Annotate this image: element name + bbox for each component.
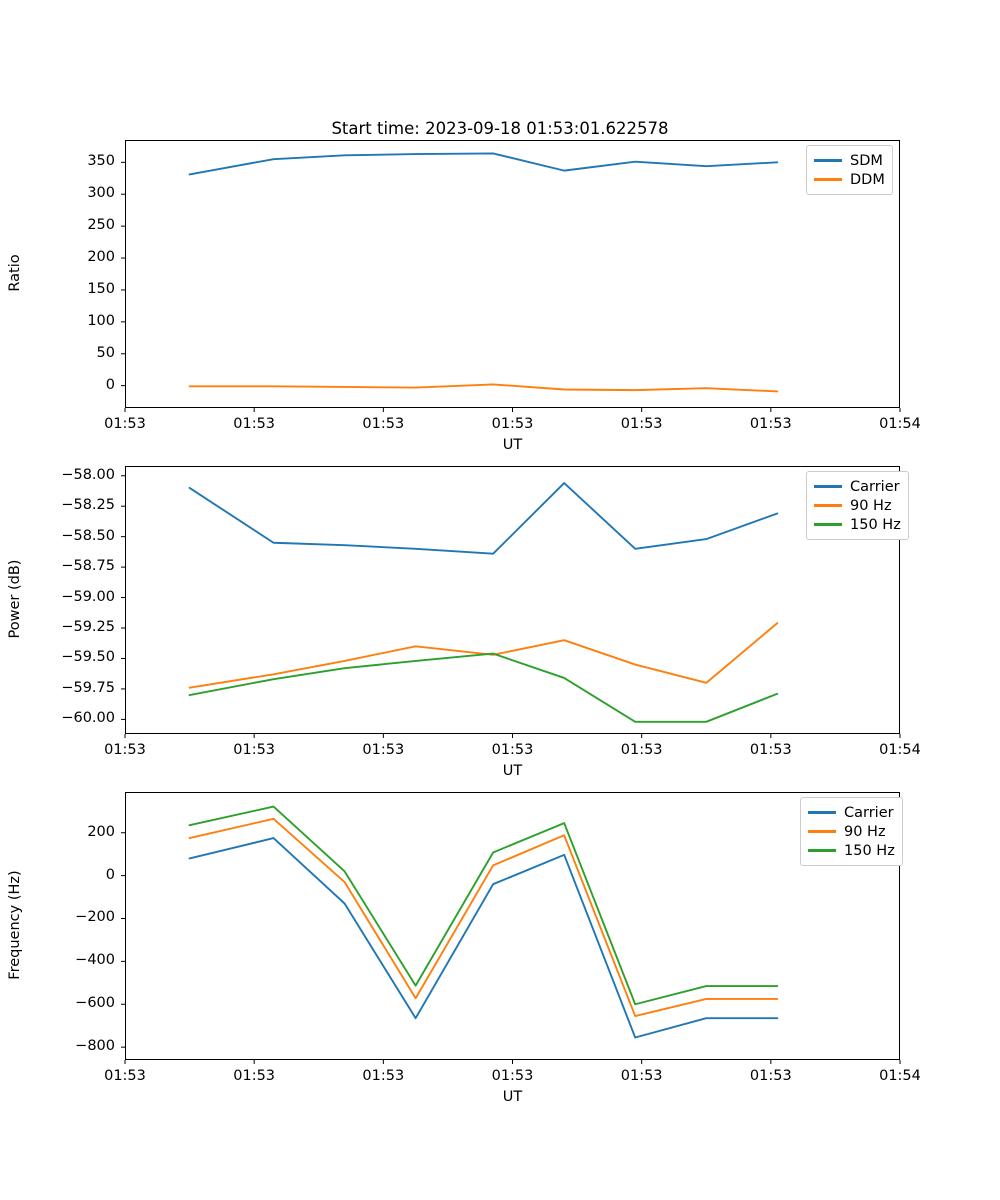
y-tick-label: 300	[87, 185, 115, 202]
y-tick-label: 200	[87, 823, 115, 840]
series-line-sdm	[188, 152, 779, 176]
legend-label-90hz: 90 Hz	[850, 497, 892, 514]
x-tick-label: 01:53	[362, 416, 405, 432]
y-tick-label: 50	[96, 344, 115, 361]
x-axis-label-ratio: UT	[502, 437, 523, 453]
x-tick-label: 01:53	[233, 742, 276, 758]
y-tick-label: −59.75	[61, 679, 115, 696]
x-tick-label: 01:53	[362, 1068, 405, 1084]
x-tick-label: 01:53	[233, 1068, 276, 1084]
y-tick-label: 0	[105, 866, 115, 883]
x-axis-label-power: UT	[502, 763, 523, 779]
legend-label-90hz: 90 Hz	[844, 823, 886, 840]
series-line-150-hz	[188, 805, 779, 1006]
series-line-150-hz	[188, 652, 779, 723]
legend-label-150hz: 150 Hz	[844, 842, 895, 859]
series-line-90-hz	[188, 622, 779, 689]
legend-label-150hz: 150 Hz	[850, 516, 901, 533]
y-tick-label: 350	[87, 153, 115, 170]
y-tick-label: −58.50	[61, 527, 115, 544]
x-tick-label: 01:53	[749, 742, 792, 758]
x-tick-label: 01:53	[104, 416, 146, 432]
legend-swatch-150hz	[814, 523, 842, 526]
legend-item[interactable]: 150 Hz	[814, 515, 901, 534]
y-tick-label: −60.00	[61, 710, 115, 727]
x-tick-label: 01:53	[491, 1068, 534, 1084]
x-tick-label: 01:53	[104, 742, 146, 758]
legend-item[interactable]: SDM	[814, 151, 885, 170]
legend-item[interactable]: Carrier	[808, 803, 895, 822]
legend-swatch-90hz	[808, 830, 836, 833]
figure-title: Start time: 2023-09-18 01:53:01.622578	[331, 119, 669, 138]
legend-ratio[interactable]: SDM DDM	[806, 145, 893, 195]
series-line-carrier	[188, 837, 779, 1039]
legend-swatch-carrier	[814, 485, 842, 488]
x-tick-label: 01:53	[749, 1068, 792, 1084]
series-line-ddm	[188, 383, 779, 393]
x-tick-label: 01:53	[749, 416, 792, 432]
x-tick-label: 01:53	[362, 742, 405, 758]
legend-swatch-90hz	[814, 504, 842, 507]
x-tick-label: 01:54	[879, 416, 921, 432]
x-tick-label: 01:53	[233, 416, 276, 432]
y-tick-label: 200	[87, 249, 115, 266]
legend-swatch-carrier	[808, 811, 836, 814]
x-tick-label: 01:54	[879, 742, 921, 758]
legend-frequency[interactable]: Carrier 90 Hz 150 Hz	[800, 797, 903, 866]
x-tick-label: 01:53	[620, 1068, 663, 1084]
y-tick-label: 0	[105, 376, 115, 393]
legend-item[interactable]: 150 Hz	[808, 841, 895, 860]
x-tick-label: 01:53	[620, 742, 663, 758]
y-tick-label: −200	[75, 909, 115, 926]
legend-item[interactable]: Carrier	[814, 477, 901, 496]
y-tick-label: 150	[87, 280, 115, 297]
y-tick-label: −59.50	[61, 649, 115, 666]
x-tick-label: 01:54	[879, 1068, 921, 1084]
y-tick-label: −59.00	[61, 588, 115, 605]
y-tick-label: 250	[87, 217, 115, 234]
y-tick-label: −800	[75, 1038, 115, 1055]
legend-label-ddm: DDM	[850, 171, 885, 188]
axes-frame-frequency	[125, 792, 900, 1060]
legend-swatch-sdm	[814, 159, 842, 162]
x-tick-label: 01:53	[620, 416, 663, 432]
y-tick-label: −600	[75, 995, 115, 1012]
legend-label-carrier: Carrier	[844, 804, 894, 821]
x-axis-label-frequency: UT	[502, 1089, 523, 1105]
legend-swatch-150hz	[808, 849, 836, 852]
y-tick-label: −58.75	[61, 558, 115, 575]
legend-swatch-ddm	[814, 178, 842, 181]
axes-frame-power	[125, 466, 900, 734]
x-tick-label: 01:53	[491, 416, 534, 432]
y-tick-label: 100	[87, 312, 115, 329]
legend-item[interactable]: DDM	[814, 170, 885, 189]
legend-power[interactable]: Carrier 90 Hz 150 Hz	[806, 471, 909, 540]
x-tick-label: 01:53	[104, 1068, 146, 1084]
series-line-carrier	[188, 482, 779, 555]
y-tick-label: −400	[75, 952, 115, 969]
axes-frame-ratio	[125, 140, 900, 408]
legend-item[interactable]: 90 Hz	[808, 822, 895, 841]
y-tick-label: −59.25	[61, 619, 115, 636]
legend-label-carrier: Carrier	[850, 478, 900, 495]
series-line-90-hz	[188, 817, 779, 1017]
legend-label-sdm: SDM	[850, 152, 883, 169]
y-tick-label: −58.00	[61, 466, 115, 483]
y-tick-label: −58.25	[61, 497, 115, 514]
x-tick-label: 01:53	[491, 742, 534, 758]
legend-item[interactable]: 90 Hz	[814, 496, 901, 515]
